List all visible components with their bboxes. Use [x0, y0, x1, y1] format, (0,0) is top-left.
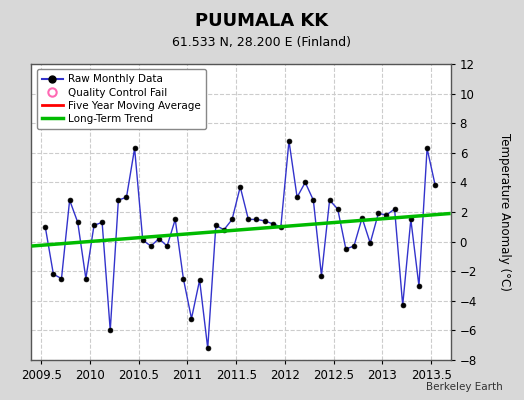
Y-axis label: Temperature Anomaly (°C): Temperature Anomaly (°C)	[498, 133, 511, 291]
Text: PUUMALA KK: PUUMALA KK	[195, 12, 329, 30]
Text: 61.533 N, 28.200 E (Finland): 61.533 N, 28.200 E (Finland)	[172, 36, 352, 49]
Legend: Raw Monthly Data, Quality Control Fail, Five Year Moving Average, Long-Term Tren: Raw Monthly Data, Quality Control Fail, …	[37, 69, 206, 129]
Text: Berkeley Earth: Berkeley Earth	[427, 382, 503, 392]
